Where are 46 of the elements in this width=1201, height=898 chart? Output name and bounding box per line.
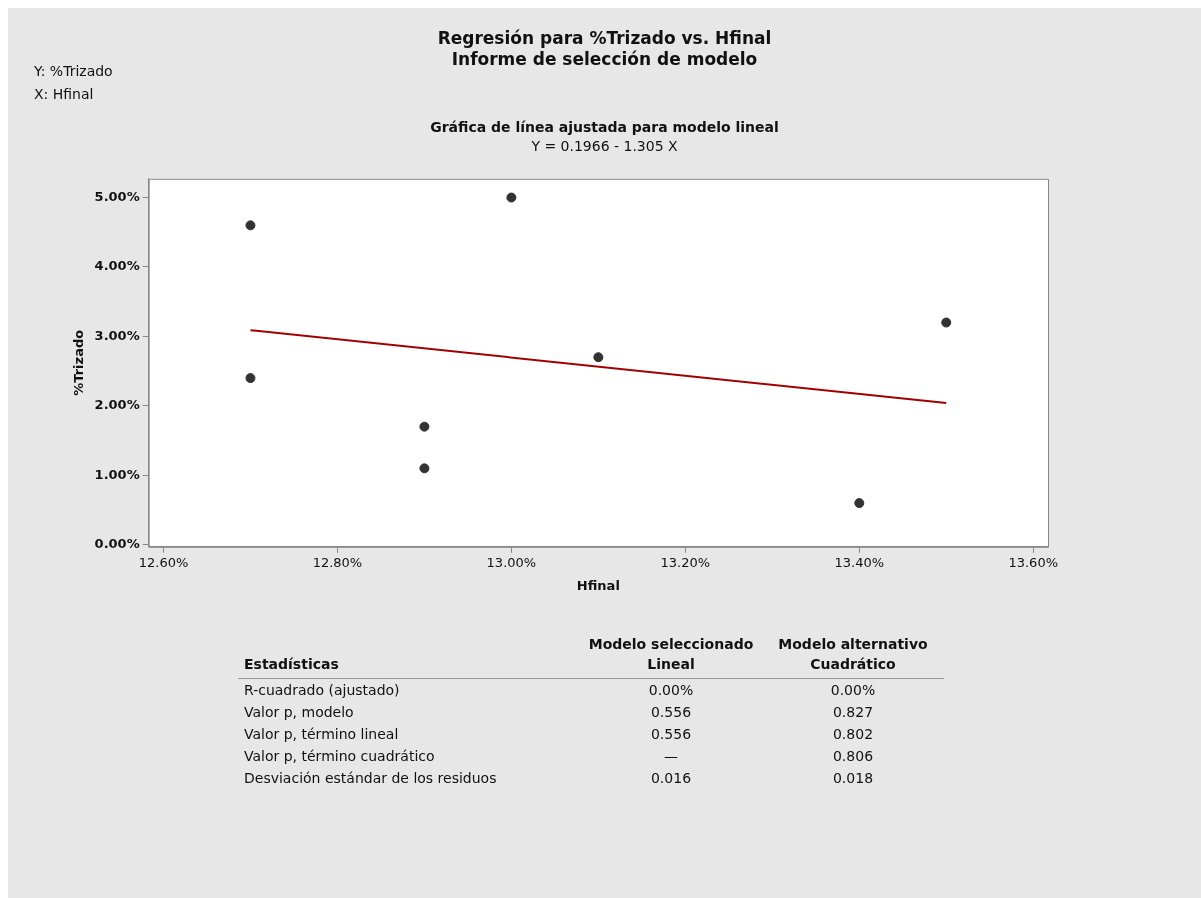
point	[419, 463, 430, 474]
point	[506, 192, 517, 203]
y-tick-label: 2.00%	[94, 397, 140, 413]
y-tick-label: 0.00%	[94, 536, 140, 552]
text: Gráfica de línea ajustada para modelo lineal	[429, 118, 780, 137]
text: —	[663, 747, 679, 766]
text: Estadísticas	[238, 633, 580, 679]
point	[854, 498, 865, 509]
x-tick-label: 12.80%	[312, 554, 363, 570]
text: 0.806	[831, 747, 875, 766]
text: 0.018	[831, 769, 875, 788]
text: R-cuadrado (ajustado)	[243, 681, 401, 700]
text: 0.827	[831, 703, 875, 722]
point	[245, 220, 256, 231]
x-tick-label: 13.40%	[834, 554, 885, 570]
text: Valor p, término cuadrático	[243, 747, 436, 766]
text: 0.556	[649, 725, 693, 744]
text: 0.556	[649, 703, 693, 722]
y-axis-title: %Trizado	[71, 329, 87, 396]
text: 0.016	[649, 769, 693, 788]
text: 0.00%	[647, 681, 695, 700]
y-tick-label: 4.00%	[94, 258, 140, 274]
x-tick-label: 12.60%	[138, 554, 189, 570]
text: Modelo seleccionado Lineal	[580, 633, 762, 679]
y-tick-label: 5.00%	[94, 188, 140, 204]
text: Valor p, término lineal	[243, 725, 400, 744]
text: Modelo alternativo Cuadrático	[762, 633, 944, 679]
text: 0.802	[831, 725, 875, 744]
chart-title: Regresión para %Trizado vs. Hfinal	[436, 28, 773, 49]
text: Desviación estándar de los residuos	[243, 769, 498, 788]
text: 0.00%	[829, 681, 877, 700]
chart-subtitle: Informe de selección de modelo	[451, 49, 758, 69]
point	[941, 317, 952, 328]
text: Valor p, modelo	[243, 703, 355, 722]
y-tick-label: 3.00%	[94, 327, 140, 343]
point	[419, 421, 430, 432]
x-axis-title: Hfinal	[576, 577, 620, 593]
x-tick-label: 13.00%	[486, 554, 537, 570]
point	[245, 373, 256, 384]
text: X: Hfinal	[34, 85, 95, 104]
point	[593, 352, 604, 363]
x-tick-label: 13.20%	[660, 554, 711, 570]
y-tick-label: 1.00%	[94, 466, 140, 482]
text: Y = 0.1966 - 1.305 X	[530, 137, 679, 156]
text: Y: %Trizado	[34, 62, 113, 81]
x-tick-label: 13.60%	[1008, 554, 1058, 570]
